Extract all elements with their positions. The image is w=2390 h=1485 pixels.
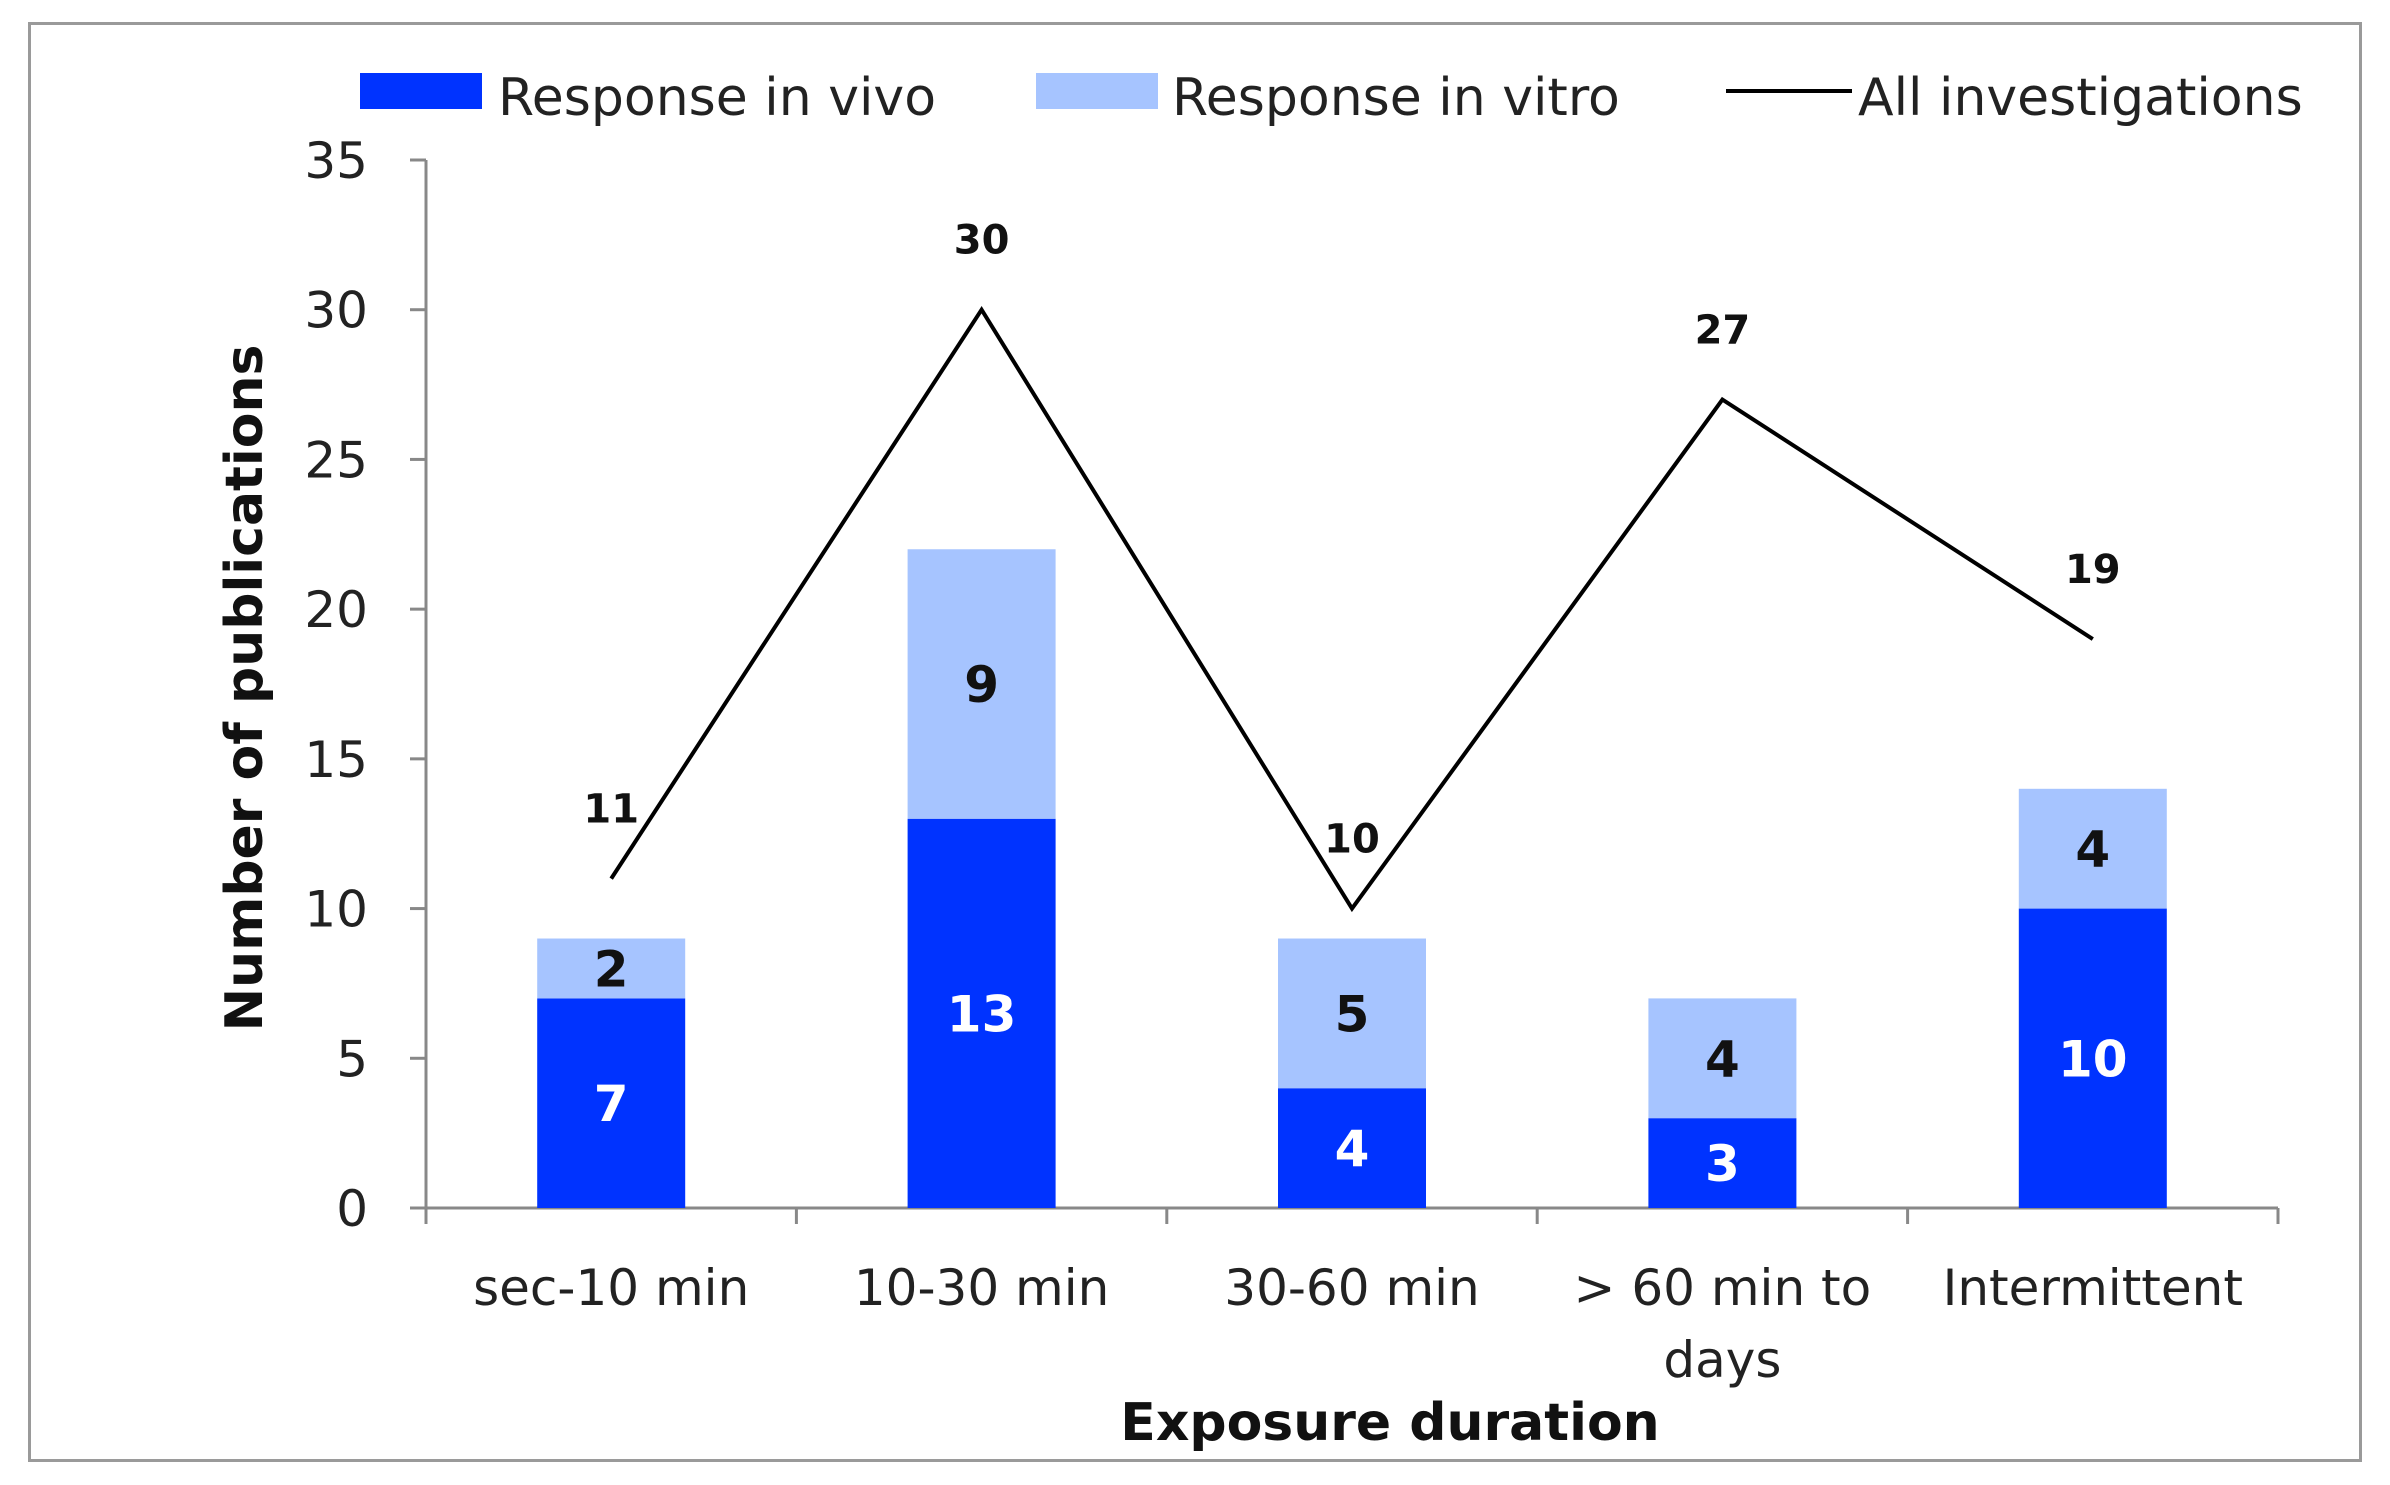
- x-ticks: [424, 1208, 2280, 1224]
- bar-value-label: 2: [594, 940, 629, 998]
- bar-in-vivo: [537, 998, 686, 1208]
- x-category-label: sec-10 min: [473, 1259, 749, 1317]
- x-category-label: 30-60 min: [1224, 1259, 1479, 1317]
- chart-frame: [28, 22, 2362, 1462]
- y-tick-label: 10: [304, 881, 368, 939]
- bar-value-label: 4: [1335, 1120, 1370, 1178]
- x-category-label: > 60 min to: [1574, 1259, 1872, 1317]
- line-value-label: 11: [583, 787, 639, 833]
- y-tick-label: 35: [304, 132, 368, 190]
- legend-label-in-vivo: Response in vivo: [498, 68, 936, 128]
- bar-in-vivo: [2018, 908, 2167, 1208]
- bars: 7 2 13 9 4 5 3 4 10 4: [537, 549, 2167, 1208]
- bar-in-vitro: [907, 549, 1056, 819]
- legend: Response in vivo Response in vitro All i…: [360, 68, 2303, 128]
- y-tick-label: 30: [304, 282, 368, 340]
- bar-in-vitro: [1278, 938, 1426, 1089]
- y-axis-title: Number of publications: [215, 345, 275, 1032]
- bar-value-label: 5: [1335, 985, 1370, 1043]
- y-tick-label: 25: [304, 431, 368, 489]
- bar-in-vitro: [2018, 788, 2167, 909]
- bar-value-label: 7: [594, 1075, 629, 1133]
- x-category-label: Intermittent: [1943, 1259, 2243, 1317]
- bar-in-vivo: [1278, 1088, 1426, 1208]
- line-all-investigations: [609, 305, 2094, 913]
- line-value-label: 27: [1695, 308, 1751, 354]
- bar-in-vivo: [1648, 1118, 1797, 1208]
- line-series: 11 30 10 27 19: [583, 218, 2121, 913]
- x-axis-title: Exposure duration: [1120, 1393, 1659, 1453]
- bar-in-vitro: [537, 938, 686, 999]
- y-ticks: 0 5 10 15 20 25 30 35: [304, 132, 426, 1238]
- bar-value-label: 3: [1705, 1135, 1740, 1193]
- y-tick-label: 5: [336, 1030, 368, 1088]
- bar-value-label: 9: [964, 656, 999, 714]
- x-category-label: days: [1663, 1331, 1781, 1389]
- bar-value-label: 4: [1705, 1030, 1740, 1088]
- line-value-label: 19: [2065, 547, 2121, 593]
- legend-swatch-in-vivo: [360, 73, 482, 109]
- line-value-label: 10: [1324, 817, 1380, 863]
- legend-swatch-in-vitro: [1036, 73, 1158, 109]
- category-labels: sec-10 min 10-30 min 30-60 min > 60 min to d…: [473, 1259, 2243, 1389]
- y-tick-label: 0: [336, 1180, 368, 1238]
- y-tick-label: 15: [304, 731, 368, 789]
- legend-label-in-vitro: Response in vitro: [1172, 68, 1620, 128]
- y-tick-label: 20: [304, 581, 368, 639]
- legend-label-all-investigations: All investigations: [1858, 68, 2303, 128]
- line-value-label: 30: [954, 218, 1010, 264]
- bar-in-vivo: [907, 818, 1056, 1208]
- bar-in-vitro: [1648, 998, 1797, 1119]
- bar-value-label: 10: [2058, 1030, 2128, 1088]
- bar-value-label: 4: [2075, 821, 2110, 879]
- bar-value-label: 13: [947, 985, 1017, 1043]
- x-category-label: 10-30 min: [854, 1259, 1109, 1317]
